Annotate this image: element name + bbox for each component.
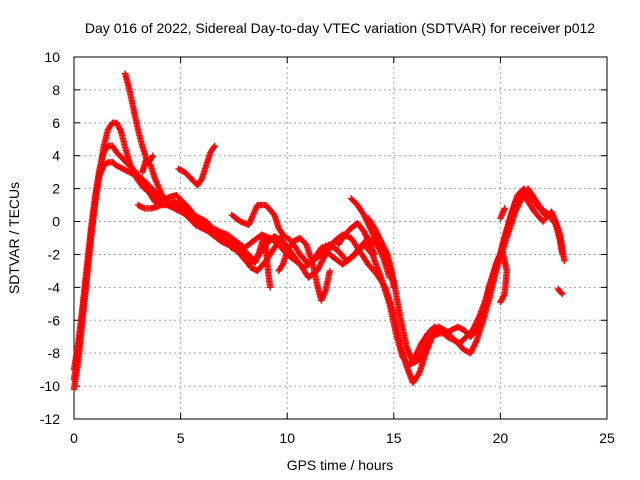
data-point: [497, 297, 505, 305]
series-arc-7: [175, 142, 218, 189]
data-point: [211, 142, 218, 150]
data-point: [278, 230, 286, 237]
y-tick-label: -10: [40, 378, 60, 394]
x-tick-label: 20: [493, 430, 509, 446]
y-axis-label: SDTVAR / TECUs: [6, 182, 22, 294]
data-point: [210, 143, 218, 151]
series-arc-9: [232, 233, 274, 291]
series-arc-13: [365, 215, 397, 291]
x-tick-label: 10: [279, 430, 295, 446]
x-tick-label: 15: [386, 430, 402, 446]
y-tick-label: -8: [48, 345, 61, 361]
data-point: [149, 152, 157, 159]
series-arc-6: [139, 152, 157, 176]
y-tick-label: 0: [52, 214, 60, 230]
data-point: [371, 251, 378, 258]
y-tick-label: 8: [52, 82, 60, 98]
data-point: [148, 153, 156, 161]
x-tick-label: 0: [70, 430, 78, 446]
series-arc-3: [70, 142, 566, 373]
series-arc-16: [554, 285, 566, 298]
x-tick-label: 5: [177, 430, 185, 446]
series-arc-8: [228, 201, 287, 238]
data-point: [116, 126, 124, 133]
data-point: [279, 231, 287, 238]
data-point: [558, 289, 565, 297]
data-point: [561, 257, 568, 265]
y-tick-label: -12: [40, 411, 60, 427]
y-tick-label: 10: [44, 49, 60, 65]
data-point: [434, 330, 441, 338]
data-points: [70, 70, 568, 393]
series-arc-11: [335, 219, 378, 258]
data-point: [559, 290, 566, 298]
series-arc-5: [134, 200, 257, 263]
data-point: [326, 267, 334, 275]
y-tick-label: 2: [52, 181, 60, 197]
y-axis-ticks: -12 -10 -8 -6 -4 -2 0 2 4 6 8 10: [40, 49, 607, 427]
y-tick-label: -2: [48, 246, 61, 262]
series-arc-14: [482, 247, 510, 306]
data-point: [390, 284, 397, 291]
series-arc-15: [497, 205, 508, 222]
x-axis-ticks: 0 5 10 15 20 25: [70, 57, 615, 446]
data-point: [501, 205, 508, 212]
x-axis-label: GPS time / hours: [287, 457, 394, 473]
data-point: [497, 298, 504, 306]
chart-title: Day 016 of 2022, Sidereal Day-to-day VTE…: [85, 20, 595, 36]
y-tick-label: -4: [48, 279, 61, 295]
x-tick-label: 25: [599, 430, 615, 446]
y-tick-label: 6: [52, 115, 60, 131]
data-point: [559, 244, 566, 252]
series-arc-10: [275, 234, 334, 304]
data-point: [266, 284, 274, 291]
data-point: [139, 204, 147, 211]
y-tick-label: 4: [52, 148, 60, 164]
plot-frame: [73, 56, 608, 420]
y-tick-label: -6: [48, 312, 61, 328]
